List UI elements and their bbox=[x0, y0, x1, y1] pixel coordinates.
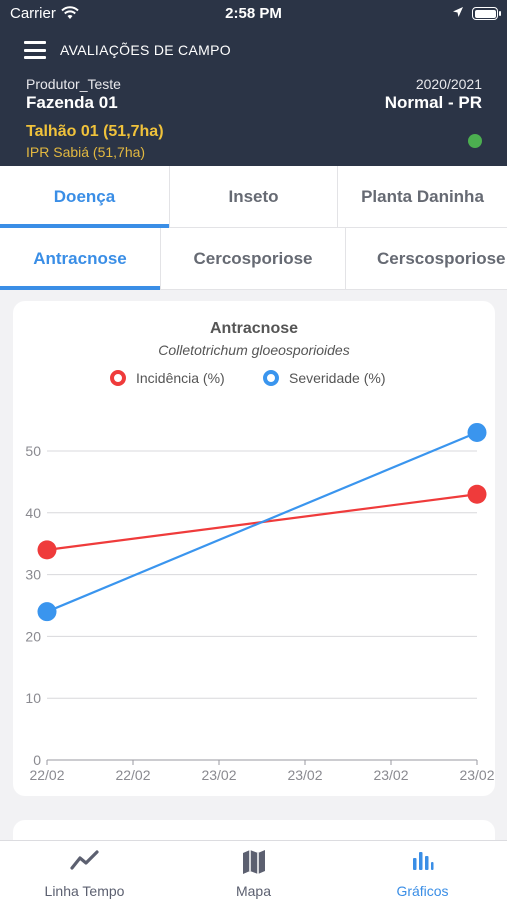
y-tick-label: 40 bbox=[25, 505, 41, 521]
x-tick-label: 22/02 bbox=[29, 767, 64, 783]
wifi-icon bbox=[61, 6, 79, 19]
field-name[interactable]: Talhão 01 (51,7ha) bbox=[26, 123, 164, 140]
x-tick-label: 22/02 bbox=[115, 767, 150, 783]
line-chart-icon bbox=[69, 850, 99, 870]
chart-subtitle: Colletotrichum gloeosporioides bbox=[158, 342, 350, 358]
tab-doenca[interactable]: Doença bbox=[0, 166, 170, 228]
legend-marker-incidencia bbox=[110, 370, 126, 386]
clock: 2:58 PM bbox=[225, 5, 282, 22]
legend-label-incidencia: Incidência (%) bbox=[136, 370, 225, 386]
line-chart: 0 10 20 30 40 50 22/02 22/02 23/02 23/02 23/02 23/0… bbox=[25, 422, 495, 783]
y-tick-label: 20 bbox=[25, 628, 41, 644]
chart-title: Antracnose bbox=[209, 320, 299, 337]
disease-tabs[interactable]: Antracnose Cercosporiose Cerscosporiose bbox=[0, 228, 507, 290]
legend-incidencia[interactable]: Incidência (%) bbox=[110, 370, 225, 386]
status-indicator bbox=[468, 134, 482, 148]
tab-inseto[interactable]: Inseto bbox=[170, 166, 338, 228]
tab-antracnose[interactable]: Antracnose bbox=[0, 228, 161, 290]
legend-label-severidade: Severidade (%) bbox=[289, 370, 386, 386]
tab-mapa[interactable]: Mapa bbox=[169, 841, 338, 900]
y-tick-label: 50 bbox=[25, 443, 41, 459]
y-tick-label: 0 bbox=[33, 752, 41, 768]
farm-name: Fazenda 01 bbox=[26, 93, 118, 112]
data-point-severidade-0 bbox=[37, 602, 57, 622]
status-bar: Carrier 2:58 PM bbox=[0, 0, 507, 28]
tab-cerscosporiose[interactable]: Cerscosporiose bbox=[346, 228, 507, 290]
legend-severidade[interactable]: Severidade (%) bbox=[263, 370, 386, 386]
data-point-severidade-1 bbox=[467, 422, 487, 442]
x-tick-label: 23/02 bbox=[373, 767, 408, 783]
tab-label-graficos: Gráficos bbox=[396, 883, 449, 899]
tab-label-linha-tempo: Linha Tempo bbox=[44, 883, 125, 899]
y-tick-label: 30 bbox=[25, 567, 41, 583]
battery-icon bbox=[472, 7, 501, 20]
series-line-severidade bbox=[46, 431, 478, 613]
menu-icon[interactable] bbox=[24, 41, 46, 59]
tab-linha-tempo[interactable]: Linha Tempo bbox=[0, 841, 169, 900]
y-tick-label: 10 bbox=[25, 690, 41, 706]
x-tick-label: 23/02 bbox=[201, 767, 236, 783]
app-header: AVALIAÇÕES DE CAMPO Produtor_Teste Fazen… bbox=[0, 28, 507, 166]
season-label: 2020/2021 bbox=[415, 76, 482, 92]
bottom-tab-bar: Linha Tempo Mapa Gráficos bbox=[0, 840, 507, 900]
map-icon bbox=[242, 850, 265, 874]
tab-cercosporiose[interactable]: Cercosporiose bbox=[161, 228, 346, 290]
page-title: AVALIAÇÕES DE CAMPO bbox=[60, 42, 231, 58]
bar-chart-icon bbox=[412, 852, 433, 870]
x-tick-label: 23/02 bbox=[459, 767, 494, 783]
region-label: Normal - PR bbox=[384, 93, 482, 112]
cultivar-label: IPR Sabiá (51,7ha) bbox=[26, 144, 146, 160]
category-tabs: Doença Inseto Planta Daninha bbox=[0, 166, 507, 228]
legend-marker-severidade bbox=[263, 370, 279, 386]
data-point-incidencia-0 bbox=[37, 540, 57, 560]
producer-name: Produtor_Teste bbox=[26, 76, 121, 92]
tab-planta-daninha[interactable]: Planta Daninha bbox=[338, 166, 507, 228]
data-point-incidencia-1 bbox=[467, 484, 487, 504]
x-tick-label: 23/02 bbox=[287, 767, 322, 783]
carrier-label: Carrier bbox=[10, 5, 56, 22]
location-arrow-icon bbox=[453, 7, 463, 17]
tab-label-mapa: Mapa bbox=[235, 883, 272, 899]
tab-graficos[interactable]: Gráficos bbox=[338, 841, 507, 900]
chart-card: Antracnose Colletotrichum gloeosporioide… bbox=[13, 301, 495, 796]
